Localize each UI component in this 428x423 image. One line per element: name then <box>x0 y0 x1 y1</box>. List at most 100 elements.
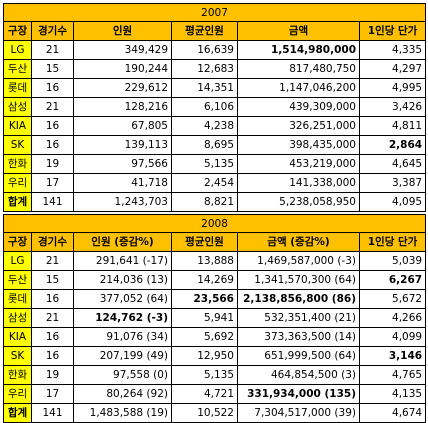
unit-cell: 5,672 <box>358 289 427 309</box>
total-amount: 5,238,058,950 <box>237 192 360 212</box>
team-name: 우리 <box>3 173 32 193</box>
total-row: 합계 141 1,483,588 (19) 10,522 7,304,517,000 (… <box>3 403 427 423</box>
amount-cell: 817,480,750 <box>237 59 360 79</box>
amount-cell: 1,341,570,300 (64) <box>237 270 360 290</box>
table-header-row: 구장 경기수 인원 (증감%) 평균인원 금액 (증감%) 1인당 단가 <box>3 232 427 252</box>
games-cell: 17 <box>31 384 74 404</box>
avg-cell: 5,135 <box>171 154 238 174</box>
table-title-row: 2007 <box>2 3 427 22</box>
amount-cell: 398,435,000 <box>237 135 360 155</box>
unit-cell: 4,266 <box>358 308 427 328</box>
games-cell: 16 <box>31 135 74 155</box>
people-cell: 67,805 <box>73 116 172 136</box>
unit-cell: 4,135 <box>358 384 427 404</box>
column-header: 구장 <box>3 232 32 252</box>
attendance-tables: 2007 구장 경기수 인원 평균인원 금액 1인당 단가 LG 21 349,429 16,639… <box>2 3 427 423</box>
games-cell: 16 <box>31 116 74 136</box>
table-row: 두산 15 190,244 12,683 817,480,750 4,297 <box>3 59 427 79</box>
games-cell: 16 <box>31 346 74 366</box>
unit-cell: 3,426 <box>358 97 427 117</box>
amount-cell: 532,351,400 (21) <box>237 308 360 328</box>
people-cell: 190,244 <box>73 59 172 79</box>
column-header: 평균인원 <box>171 232 238 252</box>
avg-cell: 14,269 <box>171 270 238 290</box>
table-row: 삼성 21 128,216 6,106 439,309,000 3,426 <box>3 97 427 117</box>
amount-cell: 2,138,856,800 (86) <box>237 289 360 309</box>
unit-cell: 3,146 <box>358 346 427 366</box>
total-label: 합계 <box>3 403 32 423</box>
avg-cell: 5,941 <box>171 308 238 328</box>
avg-cell: 5,135 <box>171 365 238 385</box>
total-amount: 7,304,517,000 (39) <box>237 403 360 423</box>
games-cell: 21 <box>31 251 74 271</box>
amount-cell: 326,251,000 <box>237 116 360 136</box>
column-header: 평균인원 <box>171 21 238 41</box>
unit-cell: 4,099 <box>358 327 427 347</box>
team-name: 한화 <box>3 154 32 174</box>
column-header: 인원 (증감%) <box>73 232 172 252</box>
team-name: 롯데 <box>3 289 32 309</box>
avg-cell: 5,692 <box>171 327 238 347</box>
people-cell: 80,264 (92) <box>73 384 172 404</box>
unit-cell: 4,645 <box>358 154 427 174</box>
column-header: 경기수 <box>31 232 74 252</box>
games-cell: 19 <box>31 154 74 174</box>
table-row: LG 21 349,429 16,639 1,514,980,000 4,335 <box>3 40 427 60</box>
games-cell: 21 <box>31 40 74 60</box>
team-name: 우리 <box>3 384 32 404</box>
total-games: 141 <box>31 403 74 423</box>
total-avg: 10,522 <box>171 403 238 423</box>
column-header: 1인당 단가 <box>358 21 427 41</box>
games-cell: 21 <box>31 308 74 328</box>
team-name: 삼성 <box>3 97 32 117</box>
avg-cell: 8,695 <box>171 135 238 155</box>
people-cell: 124,762 (-3) <box>73 308 172 328</box>
table-2007: 2007 구장 경기수 인원 평균인원 금액 1인당 단가 LG 21 349,429 16,639… <box>2 3 427 212</box>
total-row: 합계 141 1,243,703 8,821 5,238,058,950 4,095 <box>3 192 427 212</box>
games-cell: 16 <box>31 289 74 309</box>
avg-cell: 12,950 <box>171 346 238 366</box>
games-cell: 16 <box>31 78 74 98</box>
amount-cell: 141,338,000 <box>237 173 360 193</box>
table-row: LG 21 291,641 (-17) 13,888 1,469,587,000 (-3… <box>3 251 427 271</box>
avg-cell: 14,351 <box>171 78 238 98</box>
amount-cell: 439,309,000 <box>237 97 360 117</box>
team-name: KIA <box>3 116 32 136</box>
avg-cell: 4,721 <box>171 384 238 404</box>
table-title: 2007 <box>2 3 427 22</box>
games-cell: 15 <box>31 59 74 79</box>
unit-cell: 4,765 <box>358 365 427 385</box>
people-cell: 91,076 (34) <box>73 327 172 347</box>
table-row: 롯데 16 229,612 14,351 1,147,046,200 4,995 <box>3 78 427 98</box>
avg-cell: 13,888 <box>171 251 238 271</box>
total-people: 1,243,703 <box>73 192 172 212</box>
unit-cell: 4,995 <box>358 78 427 98</box>
column-header: 1인당 단가 <box>358 232 427 252</box>
table-row: 삼성 21 124,762 (-3) 5,941 532,351,400 (21) 4,2… <box>3 308 427 328</box>
avg-cell: 12,683 <box>171 59 238 79</box>
column-header: 경기수 <box>31 21 74 41</box>
table-row: 우리 17 80,264 (92) 4,721 331,934,000 (135) 4,1… <box>3 384 427 404</box>
table-title: 2008 <box>2 214 427 233</box>
table-row: 한화 19 97,566 5,135 453,219,000 4,645 <box>3 154 427 174</box>
people-cell: 291,641 (-17) <box>73 251 172 271</box>
unit-cell: 4,811 <box>358 116 427 136</box>
team-name: 두산 <box>3 270 32 290</box>
team-name: 두산 <box>3 59 32 79</box>
table-row: SK 16 207,199 (49) 12,950 651,999,500 (64) 3,… <box>3 346 427 366</box>
avg-cell: 23,566 <box>171 289 238 309</box>
table-header-row: 구장 경기수 인원 평균인원 금액 1인당 단가 <box>3 21 427 41</box>
people-cell: 97,566 <box>73 154 172 174</box>
table-title-row: 2008 <box>2 214 427 233</box>
amount-cell: 1,514,980,000 <box>237 40 360 60</box>
amount-cell: 331,934,000 (135) <box>237 384 360 404</box>
amount-cell: 453,219,000 <box>237 154 360 174</box>
team-name: SK <box>3 135 32 155</box>
people-cell: 139,113 <box>73 135 172 155</box>
amount-cell: 373,363,500 (14) <box>237 327 360 347</box>
avg-cell: 4,238 <box>171 116 238 136</box>
total-unit: 4,095 <box>358 192 427 212</box>
people-cell: 214,036 (13) <box>73 270 172 290</box>
avg-cell: 2,454 <box>171 173 238 193</box>
total-label: 합계 <box>3 192 32 212</box>
